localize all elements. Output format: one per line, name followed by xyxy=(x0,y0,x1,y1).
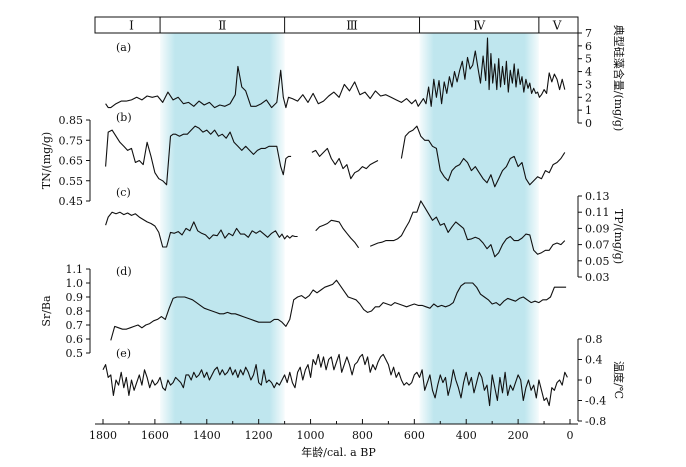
panel-label-c: (c) xyxy=(116,186,131,199)
series-line-b-3 xyxy=(400,125,566,188)
y-tick-label-a: 5 xyxy=(585,53,592,66)
shaded-interval-2 xyxy=(419,33,539,424)
y-tick-label-c: 0.13 xyxy=(585,190,610,203)
x-axis-label: 年龄/cal. a BP xyxy=(301,445,376,459)
period-label: Ⅳ xyxy=(473,19,486,33)
shaded-intervals xyxy=(160,33,539,424)
period-bar: Ⅰ Ⅱ Ⅲ Ⅳ Ⅴ xyxy=(94,16,579,34)
y-tick-label-d: 0.5 xyxy=(66,347,84,360)
y-tick-label-b: 0.45 xyxy=(59,195,84,208)
y-tick-label-b: 0.65 xyxy=(59,155,84,168)
y-tick-label-e: 0 xyxy=(585,374,592,387)
x-tick-label: 1200 xyxy=(245,429,273,442)
series-line-b-1 xyxy=(105,125,292,186)
series-line-d-1 xyxy=(110,279,567,341)
y-tick-label-e: -0.8 xyxy=(585,415,606,428)
panel-d: (d) 0.50.60.70.80.91.01.1 Sr/Ba xyxy=(40,263,567,360)
y-tick-label-c: 0.05 xyxy=(585,255,610,268)
x-tick-label: 1400 xyxy=(193,429,221,442)
y-tick-label-d: 0.7 xyxy=(66,319,84,332)
x-tick-label: 200 xyxy=(508,429,529,442)
y-tick-label-e: -0.4 xyxy=(585,395,606,408)
x-tick-label: 400 xyxy=(456,429,477,442)
series-line-c-3 xyxy=(369,200,566,258)
y-tick-label-a: 3 xyxy=(585,78,592,91)
y-tick-label-c: 0.07 xyxy=(585,239,610,252)
panel-label-b: (b) xyxy=(116,111,132,124)
y-tick-label-c: 0.11 xyxy=(585,206,610,219)
y-tick-label-a: 7 xyxy=(585,27,592,40)
panel-label-a: (a) xyxy=(116,41,131,54)
panel-label-d: (d) xyxy=(116,265,132,278)
series-line-c-1 xyxy=(105,211,298,248)
x-tick-label: 1800 xyxy=(89,429,117,442)
x-tick-label: 1000 xyxy=(297,429,325,442)
x-tick-label: 600 xyxy=(404,429,425,442)
y-tick-label-b: 0.55 xyxy=(59,175,84,188)
shaded-interval-1 xyxy=(160,33,285,424)
y-tick-label-b: 0.75 xyxy=(59,134,84,147)
period-label: Ⅴ xyxy=(552,19,562,33)
y-tick-label-a: 0 xyxy=(585,117,592,130)
y-tick-label-d: 1.0 xyxy=(66,277,84,290)
period-bar-frame xyxy=(94,16,579,34)
y-axis-label-d: Sr/Ba xyxy=(40,295,53,327)
y-tick-label-e: 0.4 xyxy=(585,354,603,367)
y-tick-label-d: 0.6 xyxy=(66,333,84,346)
y-axis-label-e: 温度/℃ xyxy=(612,361,626,399)
panel-label-e: (e) xyxy=(116,347,131,360)
period-label: Ⅰ xyxy=(129,19,134,33)
x-tick-label: 800 xyxy=(352,429,373,442)
series-line-a-1 xyxy=(105,37,566,109)
series-line-e-1 xyxy=(102,353,568,407)
y-tick-label-e: 0.8 xyxy=(585,333,603,346)
series-line-c-2 xyxy=(315,219,360,249)
y-axis-label-c: TP/(mg/g) xyxy=(612,209,625,264)
x-tick-label: 1600 xyxy=(141,429,169,442)
y-tick-label-d: 0.9 xyxy=(66,291,84,304)
series-line-b-2 xyxy=(311,147,379,180)
y-axis-label-b: TN/(mg/g) xyxy=(40,132,53,189)
y-tick-label-c: 0.09 xyxy=(585,222,610,235)
y-tick-label-a: 1 xyxy=(585,104,592,117)
panel-e: (e) -0.8 -0.4 0 0.4 0.8 温度/℃ xyxy=(102,333,626,428)
y-tick-label-d: 1.1 xyxy=(66,263,84,276)
period-label: Ⅲ xyxy=(346,19,358,33)
y-tick-label-c: 0.03 xyxy=(585,271,610,284)
y-tick-label-a: 4 xyxy=(585,66,592,79)
y-tick-label-b: 0.85 xyxy=(59,114,84,127)
x-axis: 1800 1600 1400 1200 1000 800 600 400 200 0 年龄/cal.… xyxy=(89,419,578,459)
y-tick-label-a: 2 xyxy=(585,91,592,104)
y-tick-label-d: 0.8 xyxy=(66,305,84,318)
y-tick-label-a: 6 xyxy=(585,40,592,53)
panel-b: (b) 0.45 0.55 0.65 0.75 0.85 TN/(mg/g) xyxy=(40,111,566,208)
x-tick-label: 0 xyxy=(567,429,574,442)
y-axis-label-a: 典型硅藻含量/(mg/g) xyxy=(612,25,626,132)
period-label: Ⅱ xyxy=(218,19,226,33)
